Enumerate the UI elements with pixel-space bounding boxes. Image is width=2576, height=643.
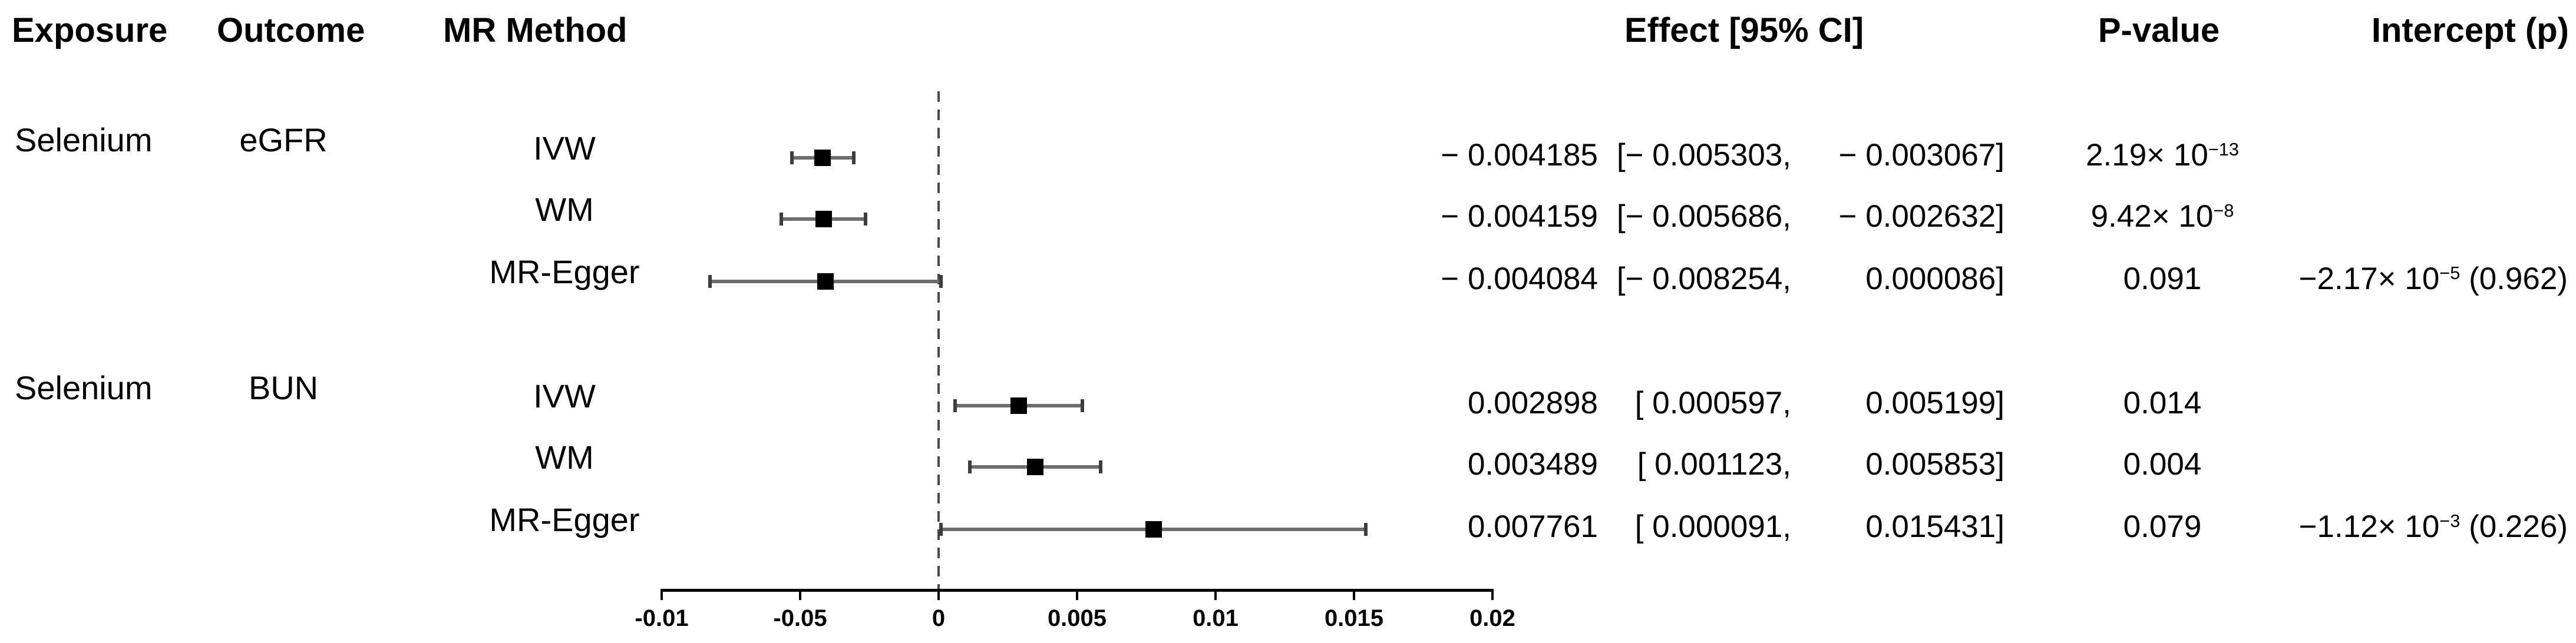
header-exposure: Exposure [12, 11, 168, 49]
effect-value: 0.002898 [1467, 386, 1598, 420]
ci-lower-bound: [− 0.008254, [1616, 261, 1791, 296]
ci-upper-bound: 0.000086] [1865, 261, 2004, 296]
row-exposure-label: Selenium [15, 369, 153, 406]
x-axis-tick [1491, 591, 1494, 600]
x-axis-tick [1353, 591, 1355, 600]
ci-lower-bound: [− 0.005686, [1616, 199, 1791, 234]
header-p-value: P-value [2098, 11, 2220, 49]
effect-point-marker [1010, 397, 1028, 414]
egger-intercept [2180, 441, 2568, 488]
header-outcome: Outcome [217, 11, 365, 49]
effect-point-marker [814, 150, 831, 166]
ci-cap-right [1099, 460, 1103, 473]
ci-cap-right [939, 275, 943, 288]
row-outcome-label: BUN [248, 369, 319, 406]
header-effect-ci: Effect [95% CI] [1624, 11, 1864, 49]
x-axis-tick-label: 0.005 [1047, 605, 1107, 631]
ci-cap-left [953, 399, 957, 412]
x-axis-tick-label: 0 [932, 605, 946, 631]
ci-upper-bound: 0.005853] [1865, 447, 2004, 482]
row-outcome-label [195, 240, 372, 287]
row-outcome-label [195, 178, 372, 225]
ci-lower-bound: [− 0.005303, [1616, 138, 1791, 173]
header-intercept: Intercept (p) [2371, 11, 2569, 49]
ci-cap-right [1081, 399, 1085, 412]
x-axis-tick-label: 0.015 [1324, 605, 1384, 631]
p-value: 2.19× 10−13 [2086, 138, 2239, 173]
row-method-label: MR-Egger [489, 253, 640, 290]
effect-point-marker [815, 211, 832, 227]
p-value: 0.004 [2123, 447, 2202, 482]
effect-point-marker [1026, 459, 1043, 475]
effect-value: − 0.004185 [1441, 138, 1598, 173]
row-method-label: WM [535, 191, 594, 228]
ci-cap-left [939, 523, 943, 536]
effect-value: − 0.004159 [1441, 199, 1598, 234]
ci-cap-right [851, 151, 856, 164]
p-value: 0.079 [2123, 509, 2202, 544]
ci-upper-bound: 0.015431] [1865, 509, 2004, 544]
row-outcome-label: eGFR [239, 121, 328, 158]
ci-cap-left [708, 275, 712, 288]
x-axis-tick [937, 591, 940, 600]
effect-point-marker [1145, 521, 1162, 538]
ci-lower-bound: [ 0.000597, [1634, 386, 1791, 420]
egger-intercept: −1.12× 10−3 (0.226) [2298, 509, 2568, 544]
x-axis-tick [799, 591, 801, 600]
x-axis-tick-label: -0.01 [635, 605, 689, 631]
x-axis-line [660, 589, 1494, 592]
ci-cap-left [790, 151, 794, 164]
ci-upper-bound: − 0.002632] [1838, 199, 2004, 234]
x-axis-tick [1214, 591, 1217, 600]
effect-value: 0.003489 [1467, 447, 1598, 482]
ci-upper-bound: − 0.003067] [1838, 138, 2004, 173]
ci-lower-bound: [ 0.001123, [1637, 447, 1791, 482]
x-axis-tick-label: 0.02 [1469, 605, 1515, 631]
row-method-label: WM [535, 439, 594, 476]
x-axis-tick-label: 0.01 [1193, 605, 1239, 631]
x-axis-tick [660, 591, 663, 600]
ci-cap-left [967, 460, 972, 473]
header-mr-method: MR Method [443, 11, 628, 49]
p-value: 0.014 [2123, 386, 2202, 420]
x-axis-tick-label: -0.05 [773, 605, 827, 631]
zero-reference-dashed-line [937, 91, 940, 591]
effect-value: − 0.004084 [1441, 261, 1598, 296]
egger-intercept: −2.17× 10−5 (0.962) [2298, 261, 2568, 296]
effect-point-marker [817, 273, 834, 290]
ci-cap-left [779, 213, 783, 226]
effect-value: 0.007761 [1467, 509, 1598, 544]
egger-intercept [2180, 132, 2568, 179]
egger-intercept [2180, 380, 2568, 427]
ci-upper-bound: 0.005199] [1865, 386, 2004, 420]
row-exposure-label: Selenium [15, 121, 153, 158]
x-axis-tick [1076, 591, 1078, 600]
ci-lower-bound: [ 0.000091, [1634, 509, 1791, 544]
ci-cap-right [864, 213, 868, 226]
p-value: 9.42× 10−8 [2090, 199, 2234, 234]
ci-cap-right [1364, 523, 1368, 536]
row-outcome-label [195, 426, 372, 473]
egger-intercept [2180, 193, 2568, 240]
p-value: 0.091 [2123, 261, 2202, 296]
row-outcome-label [195, 488, 372, 535]
row-method-label: MR-Egger [489, 501, 640, 538]
row-method-label: IVW [533, 377, 596, 415]
row-method-label: IVW [533, 130, 596, 167]
